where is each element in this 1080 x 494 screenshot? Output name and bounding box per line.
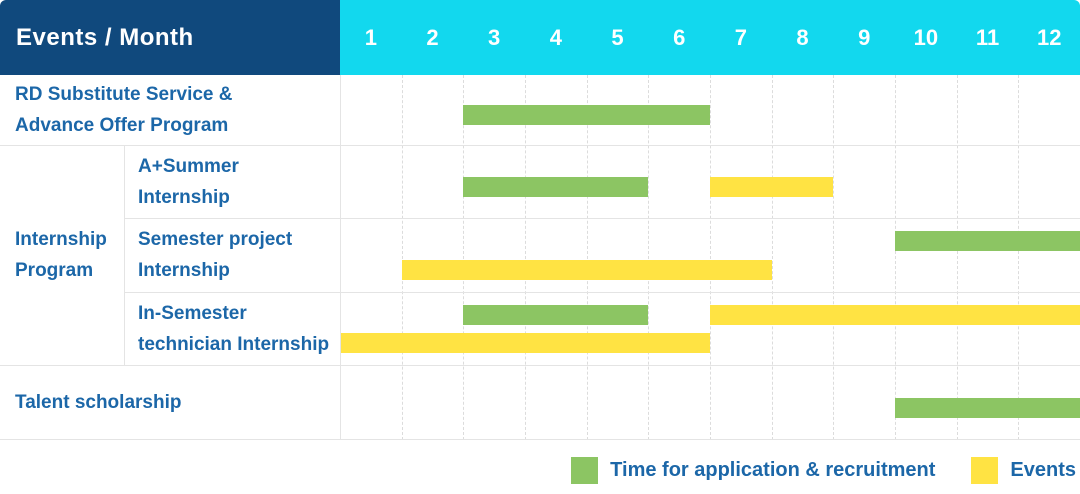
gantt-bar-event (340, 333, 710, 353)
month-label-2: 2 (426, 24, 439, 50)
month-label-12: 12 (1036, 24, 1062, 50)
row-label-line: Advance Offer Program (15, 115, 229, 136)
row-label-rd-substitute: RD Substitute Service & Advance Offer Pr… (0, 75, 340, 145)
month-label-5: 5 (611, 24, 624, 50)
legend-item-events: Events (971, 456, 1076, 484)
month-gridline (710, 75, 711, 440)
month-label-4: 4 (549, 24, 562, 50)
gantt-bar-application (895, 231, 1080, 251)
row-divider (0, 365, 1080, 366)
sub-label-line: Internship (138, 260, 230, 281)
legend: Time for application & recruitment Event… (571, 452, 1076, 488)
row-label-line: RD Substitute Service & (15, 84, 233, 105)
month-label-7: 7 (734, 24, 747, 50)
legend-label-events: Events (1010, 458, 1076, 481)
sub-label-line: Internship (138, 186, 230, 208)
gantt-row (340, 365, 1080, 440)
sub-label-line: In-Semester (138, 302, 247, 324)
group-label-line: Program (15, 260, 94, 281)
sub-label-semester-project-internship: Semester project Internship (124, 218, 340, 292)
group-label-line: Internship (15, 229, 107, 250)
gantt-bar-application (463, 305, 649, 325)
legend-label-application: Time for application & recruitment (610, 458, 936, 481)
sub-label-line: A+Summer (138, 155, 239, 177)
month-label-8: 8 (796, 24, 809, 50)
sub-label-line: technician Internship (138, 333, 330, 355)
gantt-chart-area (340, 75, 1080, 440)
label-column-border (340, 75, 341, 440)
table-bottom-border (0, 439, 1080, 440)
month-gridline (771, 75, 773, 440)
gantt-row (340, 75, 1080, 145)
month-gridline (401, 75, 403, 440)
month-gridline (586, 75, 588, 440)
gantt-row (340, 292, 1080, 365)
group-label-internship-program: Internship Program (0, 145, 124, 365)
row-divider (124, 218, 1080, 219)
events-month-header-label: Events / Month (16, 23, 194, 51)
month-gridline (895, 75, 896, 440)
legend-item-application: Time for application & recruitment (571, 456, 936, 484)
month-gridline (463, 75, 465, 440)
gantt-bar-event (710, 305, 1080, 325)
month-label-9: 9 (858, 24, 871, 50)
month-label-11: 11 (975, 24, 1000, 50)
month-gridline (648, 75, 650, 440)
month-label-1: 1 (364, 24, 377, 50)
row-divider (0, 145, 1080, 146)
month-gridline (833, 75, 835, 440)
gantt-bar-event (401, 260, 772, 280)
group-column-border (124, 145, 125, 365)
sub-label-a-summer-internship: A+Summer Internship (124, 145, 340, 218)
gantt-bar-application (463, 105, 710, 125)
gantt-bar-application (895, 397, 1080, 418)
month-gridline (956, 75, 958, 440)
row-label-line: Talent scholarship (15, 392, 182, 413)
sub-label-in-semester-technician-internship: In-Semester technician Internship (124, 292, 340, 365)
events-month-header-cell: Events / Month (0, 0, 340, 75)
application-color-swatch (571, 456, 599, 484)
gantt-bar-event (710, 176, 834, 197)
month-label-10: 10 (913, 24, 939, 50)
month-label-3: 3 (488, 24, 501, 50)
month-label-6: 6 (673, 24, 686, 50)
row-label-talent-scholarship: Talent scholarship (0, 365, 340, 440)
events-color-swatch (971, 456, 999, 484)
row-divider (124, 292, 1080, 293)
month-header-row: 1 2 3 4 5 6 7 8 9 10 11 12 (340, 0, 1080, 75)
gantt-row (340, 145, 1080, 218)
month-gridline (1018, 75, 1020, 440)
sub-label-line: Semester project (138, 229, 293, 250)
gantt-row (340, 218, 1080, 292)
gantt-bar-application (463, 176, 649, 197)
month-gridline (525, 75, 526, 440)
